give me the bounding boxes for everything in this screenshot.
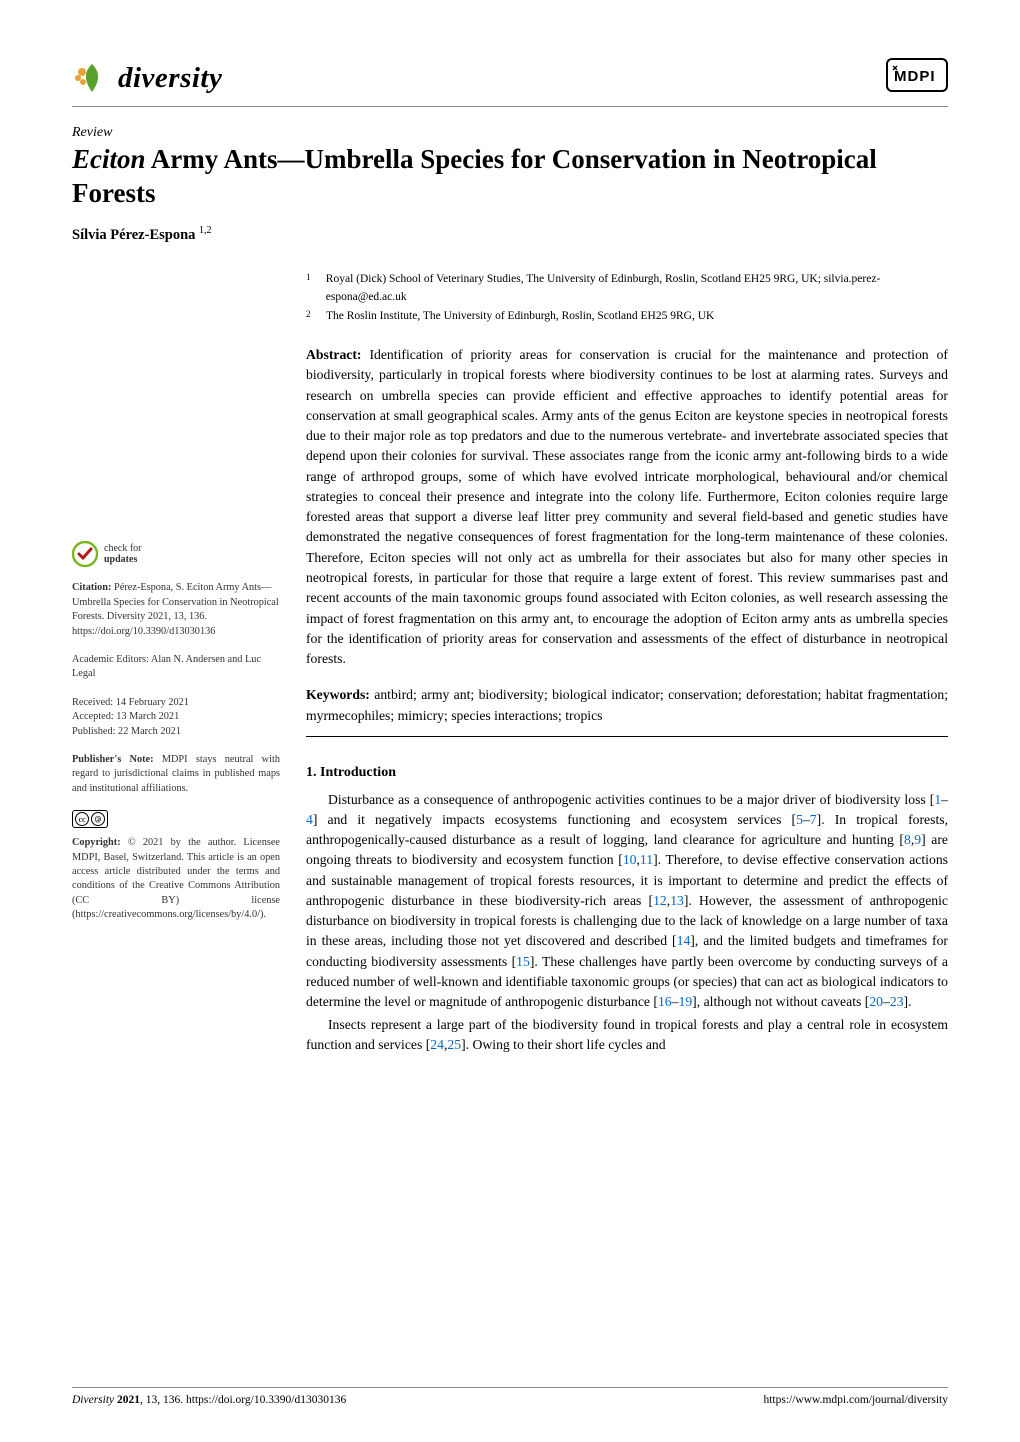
keywords-text: antbird; army ant; biodiversity; biologi…	[306, 687, 948, 722]
ref-link[interactable]: 24	[430, 1037, 444, 1052]
affil-num: 2	[306, 308, 316, 325]
copyright-block: Copyright: © 2021 by the author. License…	[72, 836, 280, 922]
ref-link[interactable]: 19	[678, 994, 692, 1009]
abstract: Abstract: Identification of priority are…	[306, 345, 948, 669]
main-column: 1 Royal (Dick) School of Veterinary Stud…	[306, 271, 948, 1057]
ref-link[interactable]: 4	[306, 812, 313, 827]
publisher-logo: MDPI	[886, 58, 948, 92]
publisher-note-block: Publisher's Note: MDPI stays neutral wit…	[72, 753, 280, 796]
ref-link[interactable]: 7	[810, 812, 817, 827]
journal-logo-icon	[72, 58, 112, 98]
footer-journal: Diversity	[72, 1394, 117, 1406]
ref-link[interactable]: 12	[653, 893, 667, 908]
keywords-label: Keywords:	[306, 687, 370, 702]
text: ].	[904, 994, 912, 1009]
body-paragraph: Disturbance as a consequence of anthropo…	[306, 790, 948, 1013]
affil-text: Royal (Dick) School of Veterinary Studie…	[326, 271, 948, 306]
published-date: Published: 22 March 2021	[72, 725, 280, 739]
accepted-date: Accepted: 13 March 2021	[72, 710, 280, 724]
ref-link[interactable]: 10	[623, 852, 637, 867]
by-icon: 🄯	[91, 812, 105, 826]
ref-link[interactable]: 8	[904, 832, 911, 847]
pubnote-label: Publisher's Note:	[72, 754, 154, 765]
citation-block: Citation: Pérez-Espona, S. Eciton Army A…	[72, 581, 280, 639]
title-rest: Army Ants—Umbrella Species for Conservat…	[72, 144, 877, 208]
sidebar: check for updates Citation: Pérez-Espona…	[72, 271, 280, 1057]
cc-license-badge[interactable]: cc 🄯	[72, 810, 280, 828]
footer-divider	[72, 1387, 948, 1388]
editors-block: Academic Editors: Alan N. Andersen and L…	[72, 653, 280, 682]
affiliation-row: 2 The Roslin Institute, The University o…	[306, 308, 948, 325]
check-updates-text: check for updates	[104, 543, 141, 565]
footer-citation: , 13, 136. https://doi.org/10.3390/d1303…	[140, 1394, 346, 1406]
affil-num: 1	[306, 271, 316, 306]
author-affil-sup: 1,2	[199, 225, 212, 236]
copyright-label: Copyright:	[72, 837, 121, 848]
authors: Sílvia Pérez-Espona 1,2	[72, 225, 948, 244]
title-species: Eciton	[72, 144, 146, 174]
text: –	[941, 792, 948, 807]
keywords-divider	[306, 736, 948, 737]
cc-icon: cc	[75, 812, 89, 826]
cc-badge: cc 🄯	[72, 810, 108, 828]
footer: Diversity 2021, 13, 136. https://doi.org…	[72, 1387, 948, 1406]
received-date: Received: 14 February 2021	[72, 696, 280, 710]
footer-left: Diversity 2021, 13, 136. https://doi.org…	[72, 1394, 346, 1406]
abstract-text: Identification of priority areas for con…	[306, 347, 948, 666]
ref-link[interactable]: 15	[516, 954, 530, 969]
text: ], although not without caveats [	[692, 994, 869, 1009]
text: ]. Owing to their short life cycles and	[461, 1037, 666, 1052]
article-type: Review	[72, 125, 948, 141]
ref-link[interactable]: 14	[677, 933, 691, 948]
dates-block: Received: 14 February 2021 Accepted: 13 …	[72, 696, 280, 739]
ref-link[interactable]: 20	[869, 994, 883, 1009]
header: diversity MDPI	[72, 58, 948, 98]
header-divider	[72, 106, 948, 107]
text: –	[883, 994, 890, 1009]
citation-label: Citation:	[72, 582, 111, 593]
ref-link[interactable]: 5	[796, 812, 803, 827]
check-updates-icon	[72, 541, 98, 567]
text: ] and it negatively impacts ecosystems f…	[313, 812, 796, 827]
journal-name: diversity	[118, 62, 222, 95]
affiliations: 1 Royal (Dick) School of Veterinary Stud…	[306, 271, 948, 325]
text: Disturbance as a consequence of anthropo…	[328, 792, 934, 807]
ref-link[interactable]: 16	[658, 994, 672, 1009]
affil-text: The Roslin Institute, The University of …	[326, 308, 714, 325]
svg-text:MDPI: MDPI	[894, 68, 936, 85]
abstract-label: Abstract:	[306, 347, 362, 362]
copyright-text: © 2021 by the author. Licensee MDPI, Bas…	[72, 837, 280, 920]
author-name: Sílvia Pérez-Espona	[72, 226, 199, 242]
journal-brand: diversity	[72, 58, 222, 98]
body-paragraph: Insects represent a large part of the bi…	[306, 1015, 948, 1056]
footer-right[interactable]: https://www.mdpi.com/journal/diversity	[763, 1394, 948, 1406]
check-updates-badge[interactable]: check for updates	[72, 541, 280, 567]
text: –	[803, 812, 810, 827]
ref-link[interactable]: 13	[670, 893, 684, 908]
affiliation-row: 1 Royal (Dick) School of Veterinary Stud…	[306, 271, 948, 306]
check-line2: updates	[104, 554, 141, 565]
editors-label: Academic Editors:	[72, 654, 151, 665]
ref-link[interactable]: 11	[640, 852, 653, 867]
keywords: Keywords: antbird; army ant; biodiversit…	[306, 685, 948, 726]
mdpi-logo-icon: MDPI	[891, 63, 943, 87]
ref-link[interactable]: 25	[447, 1037, 461, 1052]
ref-link[interactable]: 23	[890, 994, 904, 1009]
article-title: Eciton Army Ants—Umbrella Species for Co…	[72, 143, 948, 211]
footer-year: 2021	[117, 1394, 140, 1406]
check-line1: check for	[104, 543, 141, 554]
section-heading: 1. Introduction	[306, 763, 948, 784]
